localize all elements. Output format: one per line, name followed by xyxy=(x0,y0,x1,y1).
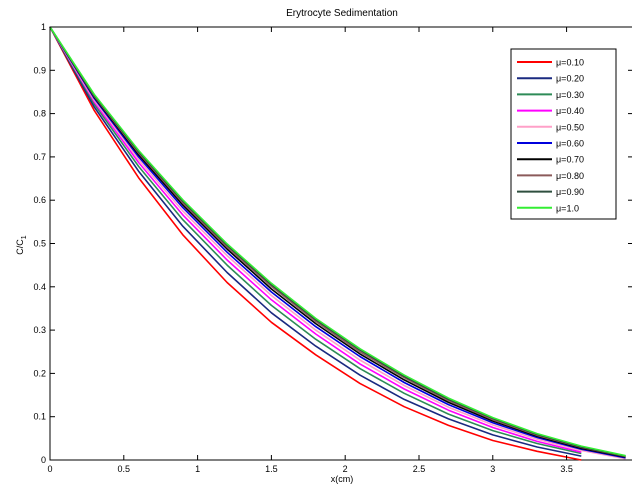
ticks-layer: 0 0.5 1 1.5 2 2.5 3 3.5 0 0.1 0.2 0.3 0.4 0.5 0.6 0.7 0.… xyxy=(33,22,632,474)
legend: μ=0.10 μ=0.20 μ=0.30 μ=0.40 μ=0.50 μ=0.60 μ=0.… xyxy=(510,48,617,220)
y-tick-label: 0.1 xyxy=(33,412,46,422)
series-line-8 xyxy=(49,26,626,458)
y-tick-label: 0.6 xyxy=(33,195,46,205)
series-line-10 xyxy=(49,26,626,457)
series-line-3 xyxy=(49,26,582,455)
series-line-7 xyxy=(49,26,626,458)
y-tick-label: 0.9 xyxy=(33,65,46,75)
y-axis-label-main: C/C xyxy=(15,239,25,255)
legend-label: μ=0.60 xyxy=(556,139,584,149)
legend-label: μ=0.30 xyxy=(556,90,584,100)
y-tick-label: 0.4 xyxy=(33,282,46,292)
legend-label: μ=1.0 xyxy=(556,203,579,213)
series-line-4 xyxy=(49,26,582,453)
x-tick-label: 1.5 xyxy=(265,464,278,474)
series-line-9 xyxy=(49,26,626,457)
y-tick-label: 1 xyxy=(41,22,46,32)
y-tick-label: 0.5 xyxy=(33,239,46,249)
y-tick-label: 0.8 xyxy=(33,109,46,119)
legend-label: μ=0.20 xyxy=(556,74,584,84)
legend-label: μ=0.10 xyxy=(556,58,584,68)
y-tick-label: 0.2 xyxy=(33,368,46,378)
series-line-1 xyxy=(49,26,582,461)
y-tick-label: 0.7 xyxy=(33,152,46,162)
x-axis-label: x(cm) xyxy=(331,474,354,484)
x-tick-label: 3.5 xyxy=(560,464,573,474)
series-line-2 xyxy=(49,26,582,457)
series-line-5 xyxy=(49,26,626,460)
x-tick-label: 2 xyxy=(343,464,348,474)
legend-label: μ=0.70 xyxy=(556,155,584,165)
x-tick-label: 1 xyxy=(195,464,200,474)
x-tick-label: 0.5 xyxy=(118,464,131,474)
legend-label: μ=0.90 xyxy=(556,187,584,197)
legend-label: μ=0.40 xyxy=(556,106,584,116)
x-tick-label: 3 xyxy=(490,464,495,474)
x-tick-label: 2.5 xyxy=(413,464,426,474)
series-line-6 xyxy=(49,26,626,459)
y-tick-label: 0 xyxy=(41,455,46,465)
y-tick-label: 0.3 xyxy=(33,325,46,335)
legend-label: μ=0.80 xyxy=(556,171,584,181)
y-axis-label: C/C1 xyxy=(15,235,28,255)
x-tick-label: 0 xyxy=(47,464,52,474)
series-layer xyxy=(49,26,626,461)
y-axis-label-subscript: 1 xyxy=(21,235,28,239)
legend-label: μ=0.50 xyxy=(556,122,584,132)
chart-title: Erytrocyte Sedimentation xyxy=(286,8,398,19)
